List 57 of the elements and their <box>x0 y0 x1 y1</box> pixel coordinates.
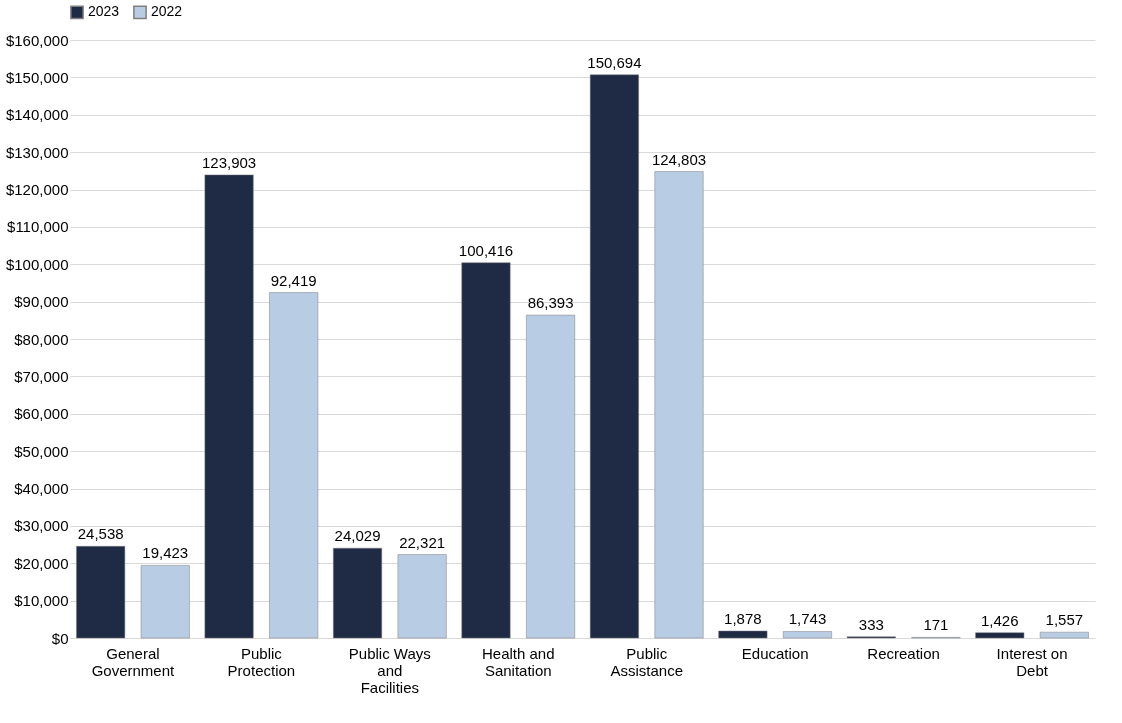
bar <box>589 74 639 639</box>
data-label: 1,426 <box>980 611 1019 629</box>
bar <box>782 631 832 639</box>
data-label: 19,423 <box>142 544 189 562</box>
bar <box>526 314 576 639</box>
data-label: 171 <box>923 616 949 634</box>
bar <box>333 547 383 639</box>
data-label: 1,878 <box>724 609 762 627</box>
data-label: 333 <box>858 615 884 633</box>
data-label: 24,538 <box>77 525 124 543</box>
y-tick-label: $140,000 <box>5 106 69 124</box>
y-tick-label: $40,000 <box>14 480 69 497</box>
y-tick-label: $0 <box>51 629 69 647</box>
bar <box>140 565 190 639</box>
data-label: 86,393 <box>527 294 574 312</box>
bar <box>975 632 1025 639</box>
y-tick-label: $60,000 <box>14 405 69 423</box>
bar <box>718 630 768 639</box>
y-tick-label: $30,000 <box>14 517 69 535</box>
y-tick-label: $10,000 <box>14 592 69 610</box>
x-tick-label: Recreation <box>867 644 940 662</box>
y-tick-label: $100,000 <box>5 255 69 273</box>
x-tick-label: Public Ways and Facilities <box>348 644 431 696</box>
y-tick-label: $130,000 <box>5 143 69 161</box>
data-label: 123,903 <box>201 153 257 171</box>
x-tick-label: General Government <box>91 644 176 679</box>
bar <box>204 174 254 639</box>
data-label: 1,557 <box>1045 611 1084 629</box>
y-tick-label: $20,000 <box>14 554 69 572</box>
data-label: 124,803 <box>651 150 707 168</box>
y-tick-label: $110,000 <box>7 218 69 236</box>
y-tick-label: $150,000 <box>5 68 69 86</box>
y-tick-label: $50,000 <box>14 442 69 460</box>
y-tick-label: $80,000 <box>14 330 69 348</box>
bar <box>397 554 447 639</box>
legend-label: 2022 <box>151 3 183 20</box>
bar <box>269 292 319 639</box>
x-tick-label: Public Protection <box>227 644 296 679</box>
y-tick-label: $120,000 <box>5 181 69 198</box>
y-tick-label: $70,000 <box>14 367 69 385</box>
bar <box>461 262 511 639</box>
bar <box>76 546 126 639</box>
data-label: 24,029 <box>334 527 381 545</box>
x-tick-label: Education <box>741 644 809 662</box>
data-label: 92,419 <box>270 271 317 289</box>
x-tick-label: Health and Sanitation <box>482 644 555 679</box>
data-label: 22,321 <box>399 533 446 551</box>
data-label: 1,743 <box>788 610 827 628</box>
y-tick-label: $90,000 <box>14 293 69 311</box>
bar <box>1039 631 1089 639</box>
bar <box>654 171 704 639</box>
legend-label: 2023 <box>88 3 120 20</box>
data-label: 150,694 <box>587 53 642 71</box>
data-label: 100,416 <box>458 241 514 259</box>
x-tick-label: Interest on Debt <box>996 644 1068 679</box>
x-tick-label: Public Assistance <box>610 644 683 679</box>
y-tick-label: $160,000 <box>5 31 69 49</box>
